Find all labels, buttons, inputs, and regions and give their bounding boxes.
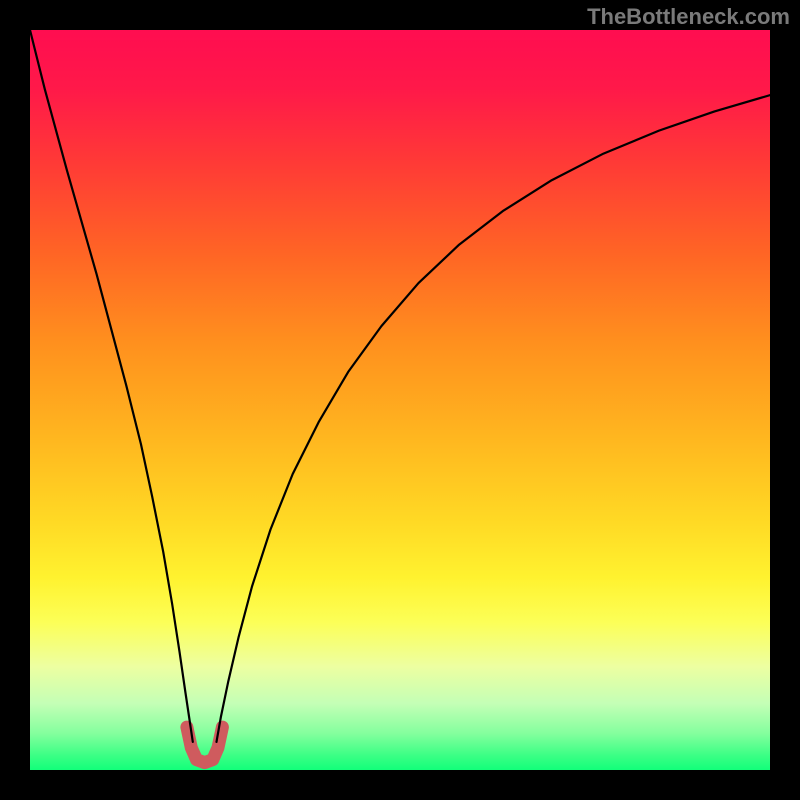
chart-container: TheBottleneck.com: [0, 0, 800, 800]
chart-svg: [30, 30, 770, 770]
watermark-text: TheBottleneck.com: [587, 4, 790, 30]
gradient-background: [30, 30, 770, 770]
plot-area: [30, 30, 770, 770]
